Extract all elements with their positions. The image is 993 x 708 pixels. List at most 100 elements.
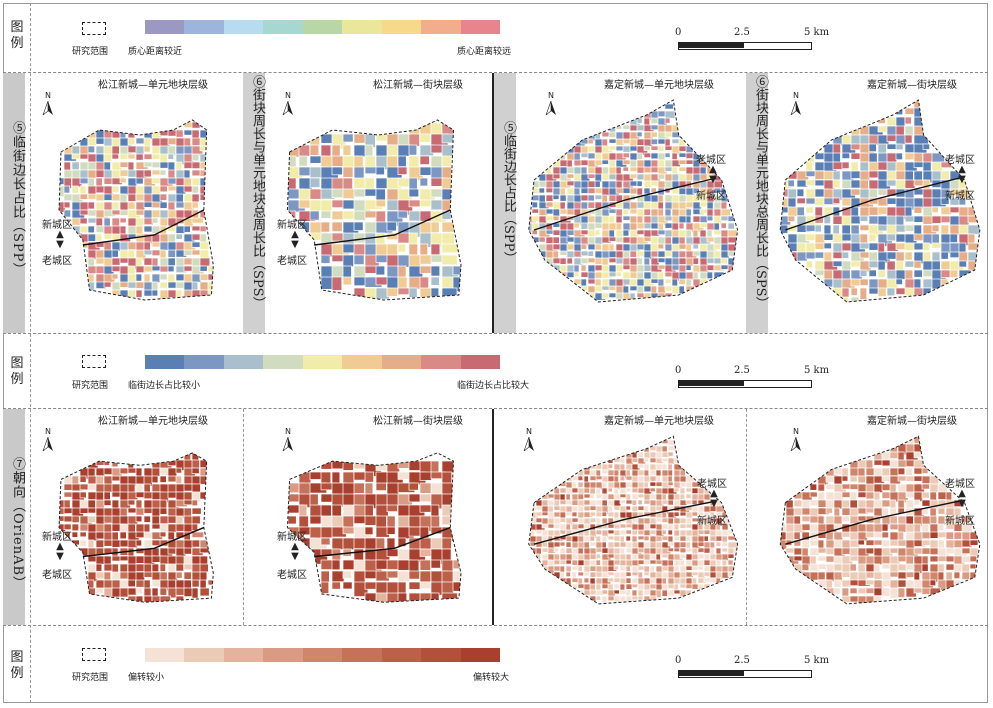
map-parcel xyxy=(419,570,432,583)
map-parcel xyxy=(583,547,591,555)
ramp-swatch xyxy=(381,355,422,369)
map-parcel xyxy=(631,457,639,463)
map-parcel xyxy=(922,278,934,289)
map-parcel xyxy=(940,251,949,260)
map-parcel xyxy=(309,471,323,480)
map-parcel xyxy=(921,515,932,526)
scalebar-tick: 0 xyxy=(675,27,682,38)
map-parcel xyxy=(95,531,105,540)
map-parcel xyxy=(691,577,697,585)
map-parcel xyxy=(661,445,668,453)
map-parcel xyxy=(199,459,209,469)
map-parcel xyxy=(881,491,891,499)
map-parcel xyxy=(191,507,202,515)
map-parcel xyxy=(199,225,207,233)
map-parcel xyxy=(886,233,896,242)
map-parcel xyxy=(703,547,711,554)
map-parcel xyxy=(881,531,889,539)
map-parcel xyxy=(625,493,632,501)
map-parcel xyxy=(135,515,143,523)
map-parcel xyxy=(631,529,638,536)
map-parcel xyxy=(119,571,129,580)
map-parcel xyxy=(571,487,579,494)
row-label-spp: ⑤临街边长占比（SPP） xyxy=(494,73,516,333)
map-parcel xyxy=(320,570,330,584)
map-parcel xyxy=(309,493,319,507)
map-parcel xyxy=(685,589,692,597)
map-parcel xyxy=(678,250,687,258)
map-parcel xyxy=(859,269,868,277)
map-parcel xyxy=(342,265,352,279)
map-parcel xyxy=(159,507,168,515)
row-label-spp: ⑤临街边长占比（SPP） xyxy=(3,73,25,333)
map-parcel xyxy=(823,215,831,225)
map-parcel xyxy=(441,155,452,167)
panel-title: 松江新城—单元地块层级 xyxy=(98,416,208,427)
map-parcel xyxy=(441,460,459,473)
district-divider xyxy=(533,177,717,231)
map-parcel xyxy=(386,504,398,512)
map-parcel xyxy=(949,206,960,214)
map-parcel xyxy=(151,547,160,558)
map-parcel xyxy=(679,493,686,500)
map-parcel xyxy=(320,276,334,290)
map-parcel xyxy=(877,287,887,297)
map-parcel xyxy=(364,504,374,517)
ramp-low-label: 质心距离较近 xyxy=(128,47,183,57)
map-songjiang-unit-spp xyxy=(58,119,214,301)
map-parcel xyxy=(320,254,331,264)
map-parcel xyxy=(135,507,145,516)
map-parcel xyxy=(706,215,714,222)
map-parcel xyxy=(636,152,643,160)
map-parcel xyxy=(143,595,153,603)
map-parcel xyxy=(969,547,979,557)
ramp-swatch xyxy=(421,355,461,369)
map-parcel xyxy=(386,526,396,535)
map-parcel xyxy=(622,215,632,221)
map-parcel xyxy=(601,541,607,549)
map-parcel xyxy=(637,493,645,499)
map-parcel xyxy=(408,460,422,471)
map-parcel xyxy=(667,475,673,483)
map-parcel xyxy=(159,595,172,603)
map-parcel xyxy=(727,250,738,257)
map-parcel xyxy=(655,469,662,477)
map-parcel xyxy=(619,583,626,591)
map-parcel xyxy=(601,159,609,165)
map-parcel xyxy=(135,289,143,298)
map-parcel xyxy=(87,209,98,217)
map-parcel xyxy=(571,511,578,517)
map-parcel xyxy=(175,177,185,186)
map-parcel xyxy=(607,487,613,493)
divider xyxy=(492,73,494,333)
map-parcel xyxy=(135,587,143,595)
map-parcel xyxy=(895,107,904,116)
map-parcel xyxy=(940,269,952,278)
row-label-orientation: ⑦朝向（OrienAB） xyxy=(3,409,25,625)
map-parcel xyxy=(127,137,136,146)
map-parcel xyxy=(841,260,852,272)
map-parcel xyxy=(673,463,684,471)
map-parcel xyxy=(119,209,129,216)
map-parcel xyxy=(889,499,897,509)
map-parcel xyxy=(945,555,955,563)
map-parcel xyxy=(127,249,135,260)
map-parcel xyxy=(661,511,667,519)
map-parcel xyxy=(135,145,145,156)
map-parcel xyxy=(151,289,159,297)
map-parcel xyxy=(685,166,695,175)
map-parcel xyxy=(559,511,566,519)
map-parcel xyxy=(720,222,727,229)
zone-label: 老城区 xyxy=(277,570,307,581)
map-parcel xyxy=(87,201,95,210)
map-parcel xyxy=(796,188,805,197)
map-parcel xyxy=(643,187,651,195)
scalebar-tick: 2.5 xyxy=(734,365,750,376)
north-arrow-icon: N xyxy=(281,92,295,116)
divider xyxy=(492,409,494,625)
map-parcel xyxy=(119,467,129,475)
map-parcel xyxy=(111,249,119,258)
map-parcel xyxy=(636,180,643,187)
map-parcel xyxy=(685,499,693,505)
map-parcel xyxy=(87,145,96,154)
